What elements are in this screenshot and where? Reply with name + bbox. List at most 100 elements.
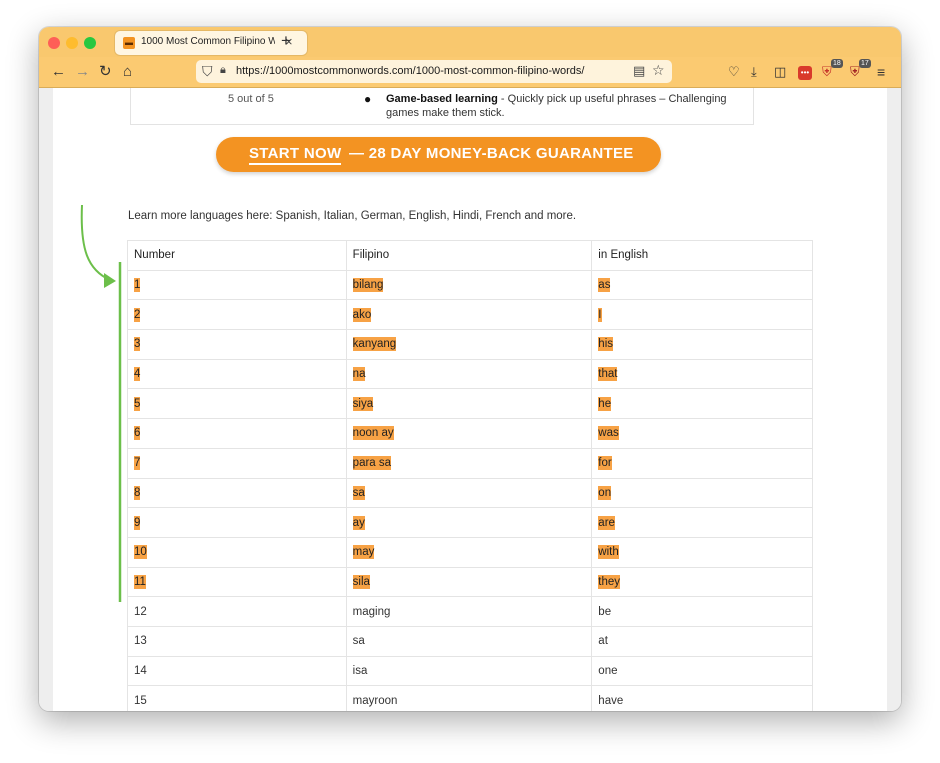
cell-filipino: isa — [345, 655, 593, 687]
feature-text: Game-based learning - Quickly pick up us… — [386, 92, 736, 120]
extension-shield-icon[interactable]: ⛨ — [850, 64, 860, 79]
cell-filipino-text: sa — [352, 485, 365, 500]
forward-icon[interactable]: → — [75, 63, 90, 80]
cell-english: at — [591, 625, 813, 657]
table-row: 3 kanyang his — [127, 329, 813, 360]
cell-filipino: may — [345, 536, 593, 568]
cell-number-text: 5 — [134, 396, 141, 411]
feature-bold: Game-based learning — [386, 93, 498, 105]
cell-filipino: sila — [345, 566, 593, 598]
table-body: 1 bilang as 2 ako I 3 kanyang his 4 na that 5 siya he 6… — [127, 269, 813, 711]
cell-number: 15 — [127, 685, 347, 711]
sidebar-icon[interactable]: ◫ — [774, 64, 787, 79]
cell-english-text: for — [598, 456, 612, 471]
cell-number: 7 — [127, 447, 347, 479]
bookmark-star-icon[interactable]: ☆ — [652, 62, 665, 78]
window-maximize-button[interactable] — [84, 37, 96, 49]
downloads-icon[interactable]: ⤓ — [751, 64, 757, 79]
table-row: 7 para sa for — [127, 447, 813, 479]
header-number: Number — [127, 240, 347, 271]
tracking-shield-icon[interactable]: ⛉ — [202, 63, 213, 79]
cta-start-label[interactable]: START NOW — [249, 145, 342, 165]
cell-english: I — [591, 299, 813, 331]
extension-badge: 18 — [831, 59, 843, 68]
cell-filipino-text: isa — [352, 664, 368, 677]
cell-english-text: be — [598, 605, 612, 618]
cell-number: 9 — [127, 507, 347, 538]
cell-filipino: maging — [345, 596, 593, 627]
cell-number-text: 14 — [134, 664, 147, 677]
tab-title: 1000 Most Common Filipino Wo — [141, 36, 275, 47]
cell-number: 3 — [127, 329, 347, 360]
cell-number-text: 15 — [134, 694, 147, 707]
cell-english: they — [591, 566, 813, 598]
tab-close-icon[interactable]: × — [285, 34, 293, 49]
table-header-row: Number Filipino in English — [127, 240, 813, 271]
cell-number-text: 9 — [134, 515, 141, 530]
cell-filipino: na — [345, 358, 593, 390]
extension-lastpass-icon[interactable]: ••• — [798, 66, 812, 80]
page-viewport[interactable]: 5 out of 5 ● Game-based learning - Quick… — [39, 88, 901, 711]
table-row: 13 sa at — [127, 625, 813, 657]
tab-active[interactable]: ▬ 1000 Most Common Filipino Wo × — [115, 31, 307, 55]
cell-filipino-text: ako — [352, 307, 372, 322]
pricing-card: 5 out of 5 ● Game-based learning - Quick… — [130, 88, 754, 125]
tab-bar: ▬ 1000 Most Common Filipino Wo × + — [39, 27, 901, 57]
cell-number: 5 — [127, 388, 347, 420]
cell-number-text: 4 — [134, 367, 141, 382]
cell-number: 10 — [127, 536, 347, 568]
cell-number: 11 — [127, 566, 347, 598]
cell-filipino-text: maging — [352, 605, 391, 618]
cell-filipino-text: para sa — [352, 456, 392, 471]
words-table: Number Filipino in English 1 bilang as 2 ako… — [127, 240, 813, 711]
start-now-button[interactable]: START NOW — 28 DAY MONEY-BACK GUARANTEE — [216, 137, 661, 172]
cell-filipino: noon ay — [345, 418, 593, 449]
cell-english-text: at — [598, 635, 608, 648]
navigation-bar: ← → ↻ ⌂ ⛉ 🔒︎ https://1000mostcommonwords… — [39, 57, 901, 88]
cell-filipino: bilang — [345, 269, 593, 301]
reader-view-icon[interactable]: ▤ — [633, 63, 646, 78]
cell-filipino: sa — [345, 625, 593, 657]
menu-icon[interactable]: ≡ — [877, 64, 886, 80]
lock-icon[interactable]: 🔒︎ — [220, 64, 226, 76]
window-close-button[interactable] — [48, 37, 60, 49]
cell-number-text: 2 — [134, 307, 141, 322]
cell-number: 2 — [127, 299, 347, 331]
cell-english-text: with — [598, 545, 619, 560]
home-icon[interactable]: ⌂ — [123, 63, 133, 80]
back-icon[interactable]: ← — [51, 63, 66, 80]
cell-number: 8 — [127, 477, 347, 509]
new-tab-button[interactable]: + — [281, 31, 291, 50]
table-row: 4 na that — [127, 358, 813, 390]
cell-filipino: ako — [345, 299, 593, 331]
table-row: 5 siya he — [127, 388, 813, 420]
cell-number-text: 11 — [134, 574, 146, 589]
cell-english: be — [591, 596, 813, 627]
cell-filipino-text: may — [352, 545, 375, 560]
extension-ublock-icon[interactable]: ⛨ — [822, 64, 832, 79]
cell-english: one — [591, 655, 813, 687]
window-minimize-button[interactable] — [66, 37, 78, 49]
table-row: 6 noon ay was — [127, 418, 813, 449]
cell-number-text: 8 — [134, 485, 141, 500]
cell-filipino-text: mayroon — [352, 694, 398, 707]
table-row: 14 isa one — [127, 655, 813, 687]
header-filipino: Filipino — [345, 240, 593, 271]
cell-english-text: have — [598, 694, 624, 707]
address-bar[interactable]: ⛉ 🔒︎ https://1000mostcommonwords.com/100… — [196, 60, 672, 83]
cell-english-text: that — [598, 367, 618, 382]
table-row: 8 sa on — [127, 477, 813, 509]
cell-number: 4 — [127, 358, 347, 390]
reload-icon[interactable]: ↻ — [99, 63, 112, 80]
cell-filipino: sa — [345, 477, 593, 509]
cell-filipino-text: ay — [352, 515, 365, 530]
cell-number: 6 — [127, 418, 347, 449]
cell-english: for — [591, 447, 813, 479]
cta-guarantee-label[interactable]: — 28 DAY MONEY-BACK GUARANTEE — [349, 145, 634, 162]
cell-filipino-text: noon ay — [352, 426, 394, 441]
cell-filipino: siya — [345, 388, 593, 420]
url-text[interactable]: https://1000mostcommonwords.com/1000-mos… — [236, 65, 585, 77]
cell-number: 14 — [127, 655, 347, 687]
pocket-icon[interactable]: ♡ — [728, 64, 740, 79]
cell-english-text: one — [598, 664, 618, 677]
